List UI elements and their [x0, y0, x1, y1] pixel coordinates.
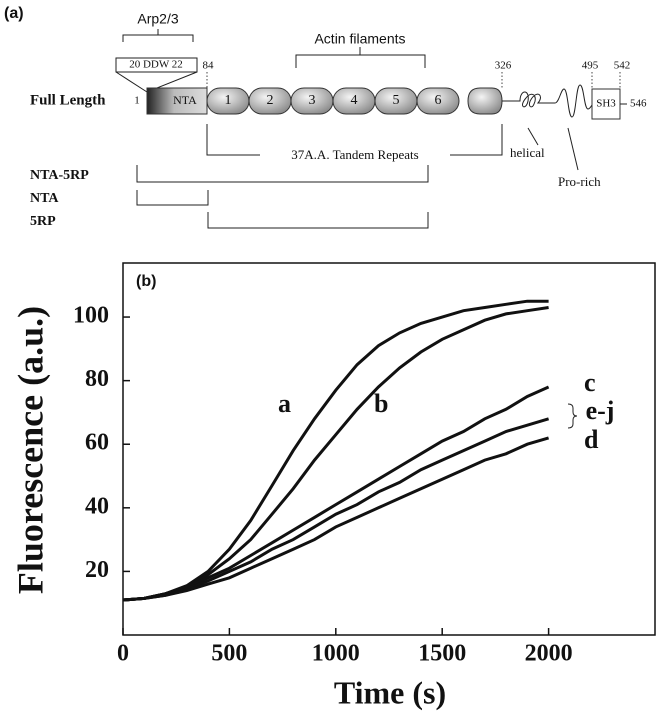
position-label: 84 — [203, 60, 215, 72]
chart: (b) Time (s) Fluorescence (a.u.) 0 500 100… — [10, 262, 656, 710]
helical-label: helical — [510, 145, 545, 160]
repeat-domain — [467, 87, 503, 115]
y-tick-label: 40 — [85, 493, 109, 519]
repeat-label: 4 — [351, 93, 358, 108]
tandem-label: 37A.A. Tandem Repeats — [291, 147, 418, 162]
construct-label: NTA — [30, 191, 59, 206]
data-line — [122, 385, 550, 602]
bracket — [295, 47, 426, 68]
series-label: a — [278, 389, 291, 418]
position-label: 495 — [582, 60, 599, 72]
repeat-label: 6 — [435, 93, 442, 108]
linker — [502, 84, 595, 118]
repeat-label: 5 — [393, 93, 400, 108]
ddw-label: 20 DDW 22 — [129, 59, 183, 71]
position-label: 542 — [614, 60, 631, 72]
y-tick-label: 80 — [85, 366, 109, 392]
x-axis-label: Time (s) — [334, 674, 446, 710]
data-line — [122, 299, 549, 602]
construct-label: 5RP — [30, 214, 56, 229]
construct-label: NTA-5RP — [30, 168, 89, 183]
construct-bracket — [136, 190, 209, 206]
repeat-label: 1 — [225, 93, 232, 108]
bracket — [122, 29, 194, 42]
data-line — [122, 306, 549, 602]
construct-label: Full Length — [30, 92, 106, 108]
data-line — [122, 436, 550, 602]
position-label: 326 — [495, 60, 512, 72]
arp-label: Arp2/3 — [137, 11, 178, 27]
series-label: e-j — [586, 396, 615, 425]
panel-label: (a) — [4, 5, 24, 22]
domain-label: SH3 — [596, 98, 616, 110]
brace — [567, 403, 578, 429]
repeat-domain — [416, 87, 460, 115]
pointer — [567, 127, 579, 171]
pro-rich-label: Pro-rich — [558, 174, 601, 189]
y-tick-label: 20 — [85, 557, 109, 583]
y-axis-label: Fluorescence (a.u.) — [10, 306, 50, 594]
position-label: 546 — [630, 98, 647, 110]
x-tick-label: 1000 — [312, 641, 360, 667]
y-tick-label: 60 — [85, 430, 109, 456]
domain-label: NTA — [173, 93, 197, 107]
construct-bracket — [207, 212, 429, 229]
x-tick-label: 2000 — [525, 641, 573, 667]
position-label: 1 — [134, 95, 140, 107]
repeat-label: 3 — [309, 93, 316, 108]
panel-label: (b) — [136, 273, 156, 290]
label-bg — [260, 148, 450, 162]
series-label: d — [584, 425, 599, 454]
data-line — [122, 417, 550, 602]
x-tick-label: 0 — [117, 641, 129, 667]
x-tick-label: 1500 — [418, 641, 466, 667]
pointer — [527, 127, 539, 146]
y-tick-label: 100 — [73, 303, 109, 329]
series-label: b — [374, 389, 388, 418]
domain-diagram: (a) Arp2/3 20 DDW 22 Actin filaments Ful… — [4, 5, 647, 229]
series-label: c — [584, 368, 596, 397]
x-tick-label: 500 — [211, 641, 247, 667]
construct-bracket — [136, 165, 429, 183]
repeat-domains: 1 2 3 4 5 6 — [206, 87, 460, 115]
repeat-label: 2 — [267, 93, 274, 108]
sh3-domain — [591, 88, 621, 120]
actin-label: Actin filaments — [314, 31, 405, 47]
plot-frame — [122, 262, 656, 636]
